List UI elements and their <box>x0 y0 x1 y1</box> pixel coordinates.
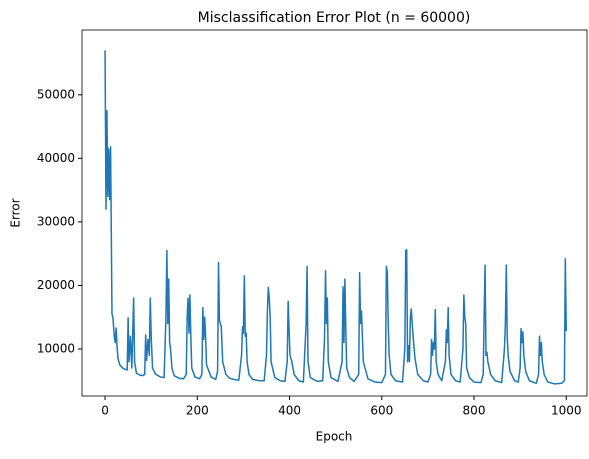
y-tick-label: 10000 <box>37 341 75 355</box>
x-tick-label: 800 <box>463 404 486 418</box>
x-tick-label: 600 <box>370 404 393 418</box>
chart-title: Misclassification Error Plot (n = 60000) <box>198 10 471 26</box>
y-tick-label: 20000 <box>37 278 75 292</box>
plot-frame <box>81 29 588 397</box>
x-tick-label: 200 <box>186 404 209 418</box>
line-series <box>104 50 567 385</box>
x-tick-label: 400 <box>278 404 301 418</box>
x-tick-label: 1000 <box>551 404 582 418</box>
y-tick-label: 50000 <box>37 87 75 101</box>
y-tick-label: 40000 <box>37 151 75 165</box>
y-tick-label: 30000 <box>37 214 75 228</box>
x-tick-label: 0 <box>101 404 109 418</box>
y-axis-label: Error <box>9 198 23 227</box>
x-axis-label: Epoch <box>316 430 353 444</box>
